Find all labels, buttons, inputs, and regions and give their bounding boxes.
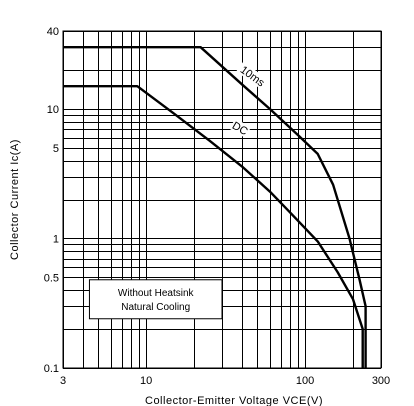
y-tick-label-1: 1 (53, 234, 59, 246)
series-line-dc (63, 84, 364, 368)
note-line-natural-cooling: Natural Cooling (121, 302, 190, 313)
y-tick-label-10: 10 (47, 104, 59, 116)
y-tick-label-0_5: 0.5 (44, 273, 59, 285)
y-tick-label-0_1: 0.1 (44, 363, 59, 375)
x-axis-label: Collector-Emitter Voltage VCE(V) (145, 395, 323, 406)
x-tick-label-10: 10 (140, 375, 152, 387)
annotation-dc-group: DC (229, 118, 251, 138)
x-tick-label-300: 300 (372, 375, 390, 387)
note-box-group: Without Heatsink Natural Cooling (88, 279, 223, 320)
tick-labels: 3 10 100 300 0.1 0.5 1 5 10 40 (44, 26, 390, 387)
note-line-without-heatsink: Without Heatsink (118, 288, 195, 299)
y-tick-label-40: 40 (47, 26, 59, 38)
plot-frame (62, 30, 382, 369)
x-tick-label-100: 100 (296, 375, 314, 387)
annotation-10ms-group: 10ms (236, 61, 270, 91)
series-line-10ms (63, 46, 367, 368)
y-axis-label: Collector Current Ic(A) (9, 139, 21, 260)
annotation-dc-bg (229, 118, 251, 138)
y-tick-label-5: 5 (53, 143, 59, 155)
note-box (88, 279, 223, 320)
x-tick-label-3: 3 (60, 375, 66, 387)
series-annotations: 10ms DC (229, 61, 270, 138)
series-curves (63, 46, 367, 368)
annotation-10ms-bg (236, 61, 270, 91)
